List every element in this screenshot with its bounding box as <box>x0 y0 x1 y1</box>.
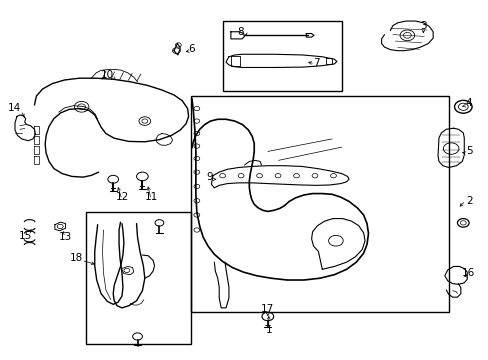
Text: 13: 13 <box>59 232 72 242</box>
Text: 16: 16 <box>461 268 474 278</box>
Text: 15: 15 <box>19 231 32 242</box>
Text: 4: 4 <box>465 98 471 108</box>
Text: 5: 5 <box>465 146 471 156</box>
Text: 2: 2 <box>465 196 471 206</box>
Text: 3: 3 <box>419 21 426 31</box>
Text: 17: 17 <box>261 304 274 314</box>
Text: 11: 11 <box>144 192 158 202</box>
Bar <box>222 21 341 91</box>
Text: 18: 18 <box>70 253 83 263</box>
Text: 6: 6 <box>188 44 195 54</box>
Text: 8: 8 <box>237 27 244 37</box>
Text: 10: 10 <box>101 69 114 80</box>
Bar <box>86 212 191 344</box>
Text: 14: 14 <box>7 103 20 113</box>
Text: 9: 9 <box>206 172 212 182</box>
Text: 12: 12 <box>115 192 128 202</box>
Bar <box>191 96 448 312</box>
Text: 1: 1 <box>265 325 271 335</box>
Text: 7: 7 <box>312 58 319 68</box>
